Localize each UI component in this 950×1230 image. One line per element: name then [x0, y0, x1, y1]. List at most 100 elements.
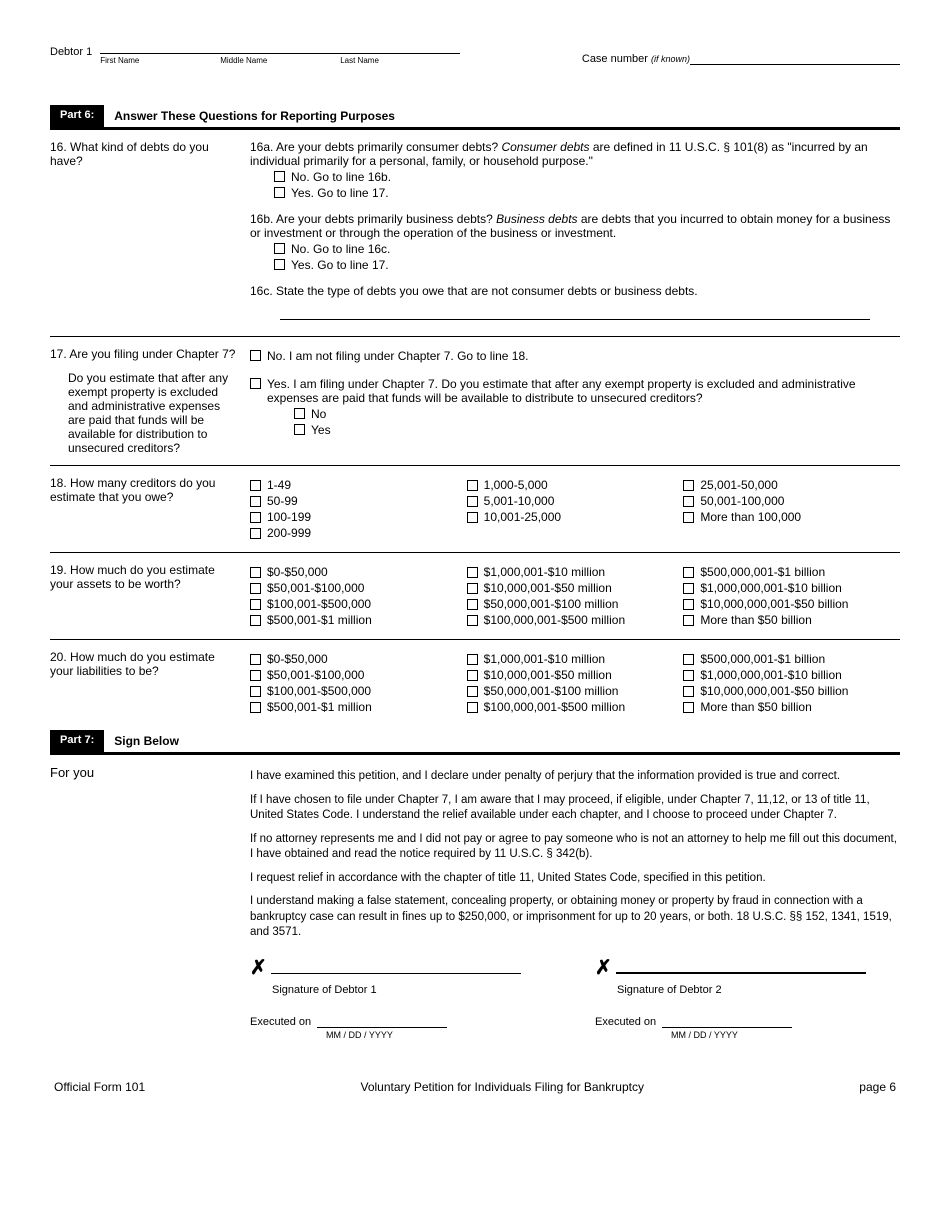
option-checkbox[interactable]	[250, 702, 261, 713]
q17-no-checkbox[interactable]	[250, 350, 261, 361]
executed-on-label-2: Executed on	[595, 1014, 656, 1028]
option-checkbox[interactable]	[250, 480, 261, 491]
option-checkbox[interactable]	[250, 615, 261, 626]
middle-name-caption: Middle Name	[220, 56, 340, 65]
option-label: $50,001-$100,000	[267, 668, 364, 682]
x-mark-icon: ✗	[250, 955, 267, 980]
q16c-input-line[interactable]	[280, 304, 870, 320]
q19-number: 19.	[50, 563, 67, 577]
question-17: 17. Are you filing under Chapter 7? Do y…	[50, 337, 900, 465]
option-checkbox[interactable]	[250, 583, 261, 594]
q16a-yes-label: Yes. Go to line 17.	[291, 186, 389, 200]
option-label: $100,000,001-$500 million	[484, 700, 625, 714]
q16a-lead: Are your debts primarily consumer debts?	[276, 140, 498, 154]
signature-debtor2-line[interactable]	[616, 956, 866, 974]
q16b-yes-label: Yes. Go to line 17.	[291, 258, 389, 272]
option-checkbox[interactable]	[250, 654, 261, 665]
q20-number: 20.	[50, 650, 67, 664]
case-number-input[interactable]	[690, 51, 900, 65]
option-label: 1-49	[267, 478, 291, 492]
option-label: $50,000,001-$100 million	[484, 684, 619, 698]
q20-text: How much do you estimate your liabilitie…	[50, 650, 215, 678]
executed-on-input-2[interactable]	[662, 1014, 792, 1028]
q16a-no-checkbox[interactable]	[274, 171, 285, 182]
q18-options: 1-4950-99100-199200-9991,000-5,0005,001-…	[250, 476, 900, 542]
option-label: $50,001-$100,000	[267, 581, 364, 595]
q17-sub-yes-checkbox[interactable]	[294, 424, 305, 435]
executed-on-input-1[interactable]	[317, 1014, 447, 1028]
q17-sub-no-label: No	[311, 407, 326, 421]
option-checkbox[interactable]	[250, 528, 261, 539]
option-checkbox[interactable]	[683, 654, 694, 665]
part6-header: Part 6: Answer These Questions for Repor…	[50, 105, 900, 127]
form-title: Voluntary Petition for Individuals Filin…	[360, 1080, 643, 1094]
option-label: More than 100,000	[700, 510, 801, 524]
option-checkbox[interactable]	[467, 654, 478, 665]
option-checkbox[interactable]	[683, 512, 694, 523]
q16a-yes-checkbox[interactable]	[274, 187, 285, 198]
option-checkbox[interactable]	[683, 583, 694, 594]
option-checkbox[interactable]	[467, 583, 478, 594]
part7-header: Part 7: Sign Below	[50, 730, 900, 752]
option-checkbox[interactable]	[683, 480, 694, 491]
executed-on-label-1: Executed on	[250, 1014, 311, 1028]
q17-no-label: No. I am not filing under Chapter 7. Go …	[267, 349, 528, 363]
option-checkbox[interactable]	[683, 496, 694, 507]
option-label: $100,001-$500,000	[267, 684, 371, 698]
option-checkbox[interactable]	[467, 567, 478, 578]
option-label: 5,001-10,000	[484, 494, 555, 508]
q16-number: 16.	[50, 140, 67, 154]
sign-p1: I have examined this petition, and I dec…	[250, 769, 900, 785]
page-footer: Official Form 101 Voluntary Petition for…	[50, 1080, 900, 1094]
option-checkbox[interactable]	[250, 496, 261, 507]
option-checkbox[interactable]	[683, 702, 694, 713]
part6-chip: Part 6:	[50, 105, 104, 127]
q17-sub-no-checkbox[interactable]	[294, 408, 305, 419]
option-checkbox[interactable]	[250, 599, 261, 610]
question-18: 18. How many creditors do you estimate t…	[50, 466, 900, 552]
option-checkbox[interactable]	[683, 567, 694, 578]
option-checkbox[interactable]	[250, 670, 261, 681]
option-checkbox[interactable]	[683, 599, 694, 610]
option-label: $1,000,000,001-$10 billion	[700, 581, 841, 595]
option-checkbox[interactable]	[467, 599, 478, 610]
q18-text: How many creditors do you estimate that …	[50, 476, 215, 504]
q17-number: 17.	[50, 347, 67, 361]
q16b-no-checkbox[interactable]	[274, 243, 285, 254]
option-label: $500,000,001-$1 billion	[700, 652, 825, 666]
q16b-yes-checkbox[interactable]	[274, 259, 285, 270]
last-name-input[interactable]	[340, 40, 460, 54]
option-checkbox[interactable]	[467, 686, 478, 697]
option-label: 25,001-50,000	[700, 478, 777, 492]
q16a-no-label: No. Go to line 16b.	[291, 170, 391, 184]
option-checkbox[interactable]	[467, 702, 478, 713]
q16b-number: 16b.	[250, 212, 273, 226]
option-checkbox[interactable]	[250, 512, 261, 523]
option-checkbox[interactable]	[250, 567, 261, 578]
option-label: 50,001-100,000	[700, 494, 784, 508]
option-checkbox[interactable]	[467, 496, 478, 507]
q16c-body: State the type of debts you owe that are…	[276, 284, 698, 298]
first-name-input[interactable]	[100, 40, 220, 54]
option-checkbox[interactable]	[683, 615, 694, 626]
q17-yes-label: Yes. I am filing under Chapter 7. Do you…	[267, 377, 856, 405]
option-checkbox[interactable]	[683, 686, 694, 697]
middle-name-input[interactable]	[220, 40, 340, 54]
option-checkbox[interactable]	[250, 686, 261, 697]
option-label: $10,000,000,001-$50 billion	[700, 597, 848, 611]
option-checkbox[interactable]	[467, 512, 478, 523]
q16-text: What kind of debts do you have?	[50, 140, 209, 168]
q17-text2: Do you estimate that after any exempt pr…	[50, 371, 240, 455]
option-checkbox[interactable]	[467, 480, 478, 491]
sign-p2: If I have chosen to file under Chapter 7…	[250, 793, 900, 824]
q17-yes-checkbox[interactable]	[250, 378, 261, 389]
option-checkbox[interactable]	[467, 615, 478, 626]
signature-debtor1-line[interactable]	[271, 956, 521, 974]
part6-title: Answer These Questions for Reporting Pur…	[104, 105, 405, 127]
option-checkbox[interactable]	[683, 670, 694, 681]
option-checkbox[interactable]	[467, 670, 478, 681]
x-mark-icon: ✗	[595, 955, 612, 980]
option-label: $1,000,000,001-$10 billion	[700, 668, 841, 682]
date-format-2: MM / DD / YYYY	[671, 1030, 900, 1040]
for-you-label: For you	[50, 765, 94, 780]
